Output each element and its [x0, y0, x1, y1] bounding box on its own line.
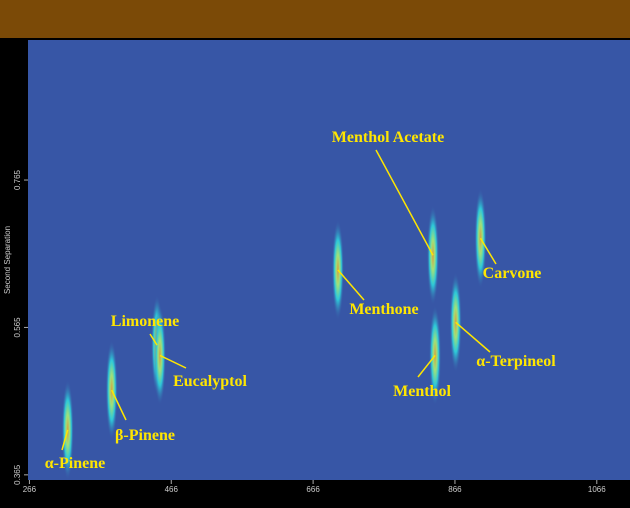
peak-label: Limonene — [111, 313, 179, 330]
pointer-line — [61, 429, 69, 451]
pointer-line — [337, 269, 365, 301]
x-tick-label: 266 — [23, 485, 37, 494]
pointer-line — [111, 389, 127, 421]
y-tick-label: 0.365 — [13, 464, 22, 485]
peak-label: α-Terpineol — [476, 353, 556, 370]
pointer-line — [159, 354, 187, 369]
x-tick-label: 666 — [306, 485, 320, 494]
pointer-line — [375, 149, 434, 256]
top-bar — [0, 0, 630, 38]
peak-label: β-Pinene — [115, 427, 175, 444]
peak-label: Eucalyptol — [173, 373, 247, 390]
pointer-line — [417, 354, 436, 378]
peak-label: Menthone — [349, 301, 418, 318]
x-tick-label: 866 — [448, 485, 462, 494]
peak-label: Menthol — [393, 383, 451, 400]
x-tick-label: 466 — [165, 485, 179, 494]
pointer-line — [479, 237, 497, 265]
peak-label: Menthol Acetate — [332, 129, 444, 146]
pointer-line — [149, 333, 158, 346]
x-tick-label: 1066 — [588, 485, 606, 494]
pointer-line — [455, 321, 491, 353]
peak-label: α-Pinene — [45, 455, 105, 472]
peak-label: Carvone — [483, 265, 542, 282]
y-tick-label: 0.765 — [13, 169, 22, 190]
plot-area — [28, 40, 630, 480]
y-tick-label: 0.565 — [13, 317, 22, 338]
peak — [474, 188, 487, 289]
y-axis-label: Second Separation — [3, 226, 12, 294]
